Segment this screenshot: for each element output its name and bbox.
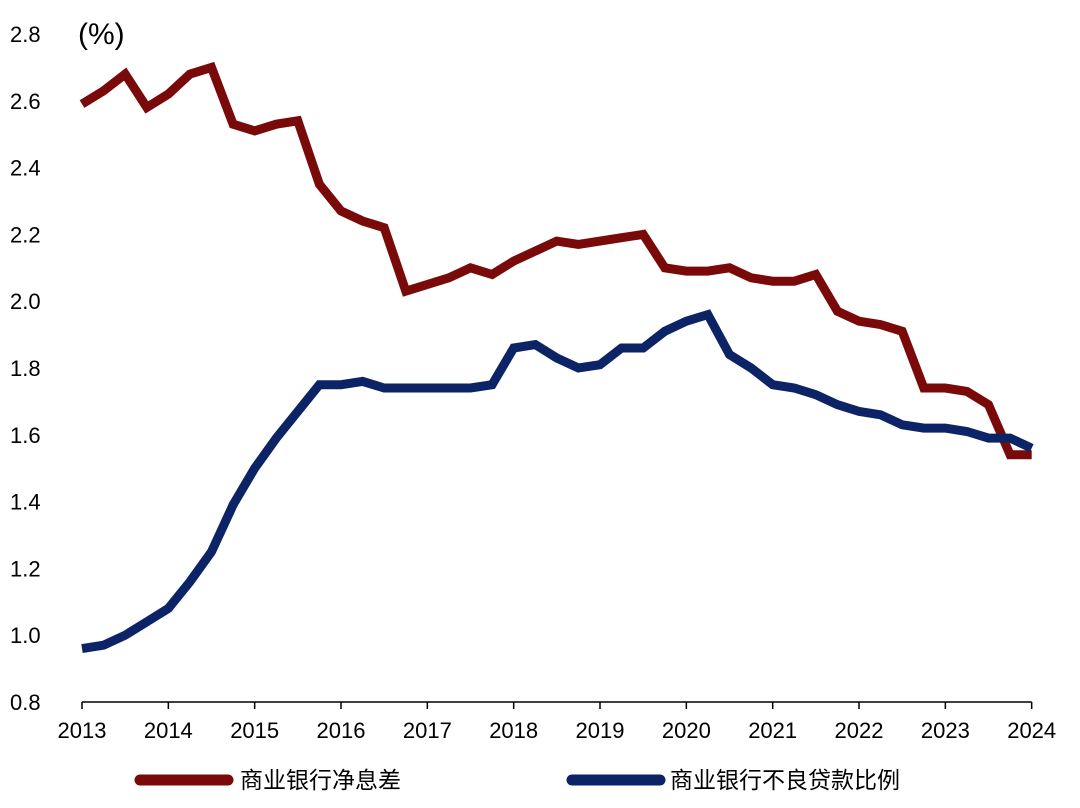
x-tick-label: 2017 <box>403 718 452 743</box>
y-tick-label: 1.0 <box>10 623 41 648</box>
y-tick-label: 1.2 <box>10 556 41 581</box>
series-lines <box>79 61 1034 654</box>
x-tick-label: 2015 <box>230 718 279 743</box>
y-tick-label: 2.0 <box>10 289 41 314</box>
y-tick-label: 2.8 <box>10 22 41 47</box>
x-tick-label: 2019 <box>576 718 625 743</box>
unit-label: (%) <box>78 18 125 51</box>
y-axis-ticks: 0.8 1.0 1.2 1.4 1.6 1.8 2.0 2.2 2.4 2.6 2.8 <box>10 22 41 715</box>
x-tick-label: 2023 <box>921 718 970 743</box>
y-tick-label: 2.4 <box>10 156 41 181</box>
x-axis-ticks: 2013 2014 2015 2016 2017 2018 2019 2020 2021 2022… <box>58 702 1056 743</box>
y-tick-label: 2.2 <box>10 222 41 247</box>
legend-label-net-interest-margin: 商业银行净息差 <box>240 768 401 794</box>
legend-item-net-interest-margin: 商业银行净息差 <box>134 768 401 794</box>
x-tick-label: 2013 <box>58 718 107 743</box>
series-line-npl-ratio <box>81 309 1034 654</box>
x-tick-label: 2014 <box>144 718 193 743</box>
x-tick-label: 2020 <box>662 718 711 743</box>
y-tick-label: 1.4 <box>10 490 41 515</box>
y-tick-label: 2.6 <box>10 89 41 114</box>
legend: 商业银行净息差 商业银行不良贷款比例 <box>134 768 900 794</box>
y-tick-label: 1.8 <box>10 356 41 381</box>
y-tick-label: 1.6 <box>10 423 41 448</box>
series-line-net-interest-margin <box>79 61 1032 460</box>
x-tick-label: 2022 <box>835 718 884 743</box>
x-tick-label: 2018 <box>489 718 538 743</box>
legend-item-npl-ratio: 商业银行不良贷款比例 <box>566 768 900 794</box>
legend-label-npl-ratio: 商业银行不良贷款比例 <box>670 768 900 794</box>
x-tick-label: 2024 <box>1007 718 1056 743</box>
x-tick-label: 2016 <box>317 718 366 743</box>
y-tick-label: 0.8 <box>10 690 41 715</box>
x-tick-label: 2021 <box>748 718 797 743</box>
